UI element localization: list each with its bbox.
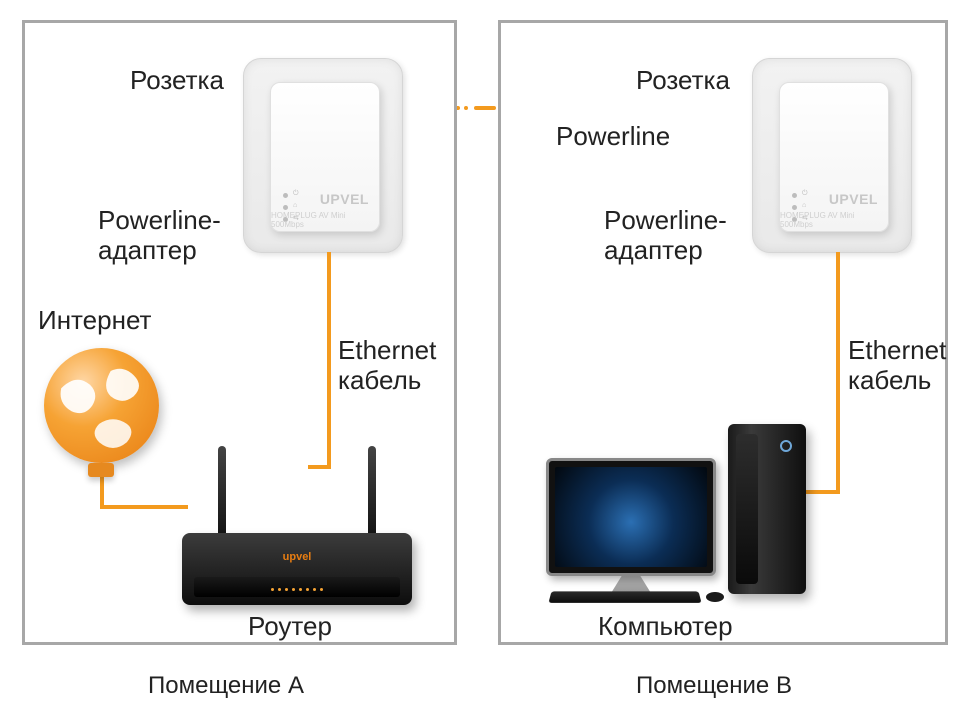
internet-globe-icon	[44, 348, 159, 463]
router-leds	[271, 588, 323, 591]
adapter-b-label: Powerline- адаптер	[604, 206, 727, 266]
adapter-spec: HOMEPLUG AV Mini 500Mbps	[780, 211, 878, 229]
globe-stand	[88, 463, 114, 477]
computer-icon	[546, 414, 806, 604]
adapter-led-label: ⌂	[802, 202, 806, 209]
adapter-led-label: ⏻	[802, 190, 808, 198]
adapter-led-icon	[792, 193, 797, 198]
adapter-spec: HOMEPLUG AV Mini 500Mbps	[271, 211, 369, 229]
adapter-brand: UPVEL	[320, 191, 369, 207]
room-a-title: Помещение A	[148, 672, 304, 700]
powerline-label: Powerline	[556, 122, 670, 152]
adapter-led-label: ⌂	[293, 202, 297, 209]
router-label: Роутер	[248, 612, 332, 642]
outlet-a-label: Розетка	[130, 66, 224, 96]
computer-label: Компьютер	[598, 612, 733, 642]
adapter-a-label: Powerline- адаптер	[98, 206, 221, 266]
room-b-title: Помещение B	[636, 672, 792, 700]
adapter-led-icon	[792, 205, 797, 210]
powerline-adapter-b: ⏻ ⌂ ⇆ UPVEL HOMEPLUG AV Mini 500Mbps	[779, 82, 889, 232]
eth-cable-a	[327, 252, 331, 468]
mouse-icon	[706, 592, 724, 602]
adapter-led-icon	[283, 205, 288, 210]
adapter-brand: UPVEL	[829, 191, 878, 207]
powerline-adapter-a: ⏻ ⌂ ⇆ UPVEL HOMEPLUG AV Mini 500Mbps	[270, 82, 380, 232]
pc-tower	[728, 424, 806, 594]
keyboard-icon	[548, 591, 701, 602]
outlet-b-label: Розетка	[636, 66, 730, 96]
eth-cable-b	[836, 252, 840, 492]
router-brand: upvel	[283, 551, 312, 563]
power-icon	[780, 440, 792, 452]
router-antenna-icon	[368, 446, 376, 541]
eth-a-label: Ethernet кабель	[338, 336, 436, 396]
router-antenna-icon	[218, 446, 226, 541]
adapter-led-label: ⏻	[293, 190, 299, 198]
internet-cable-h	[100, 505, 188, 509]
router-body: upvel	[182, 533, 412, 605]
monitor	[546, 458, 716, 576]
adapter-led-icon	[283, 193, 288, 198]
eth-b-label: Ethernet кабель	[848, 336, 946, 396]
internet-label: Интернет	[38, 306, 151, 336]
router-icon: upvel	[182, 440, 412, 605]
